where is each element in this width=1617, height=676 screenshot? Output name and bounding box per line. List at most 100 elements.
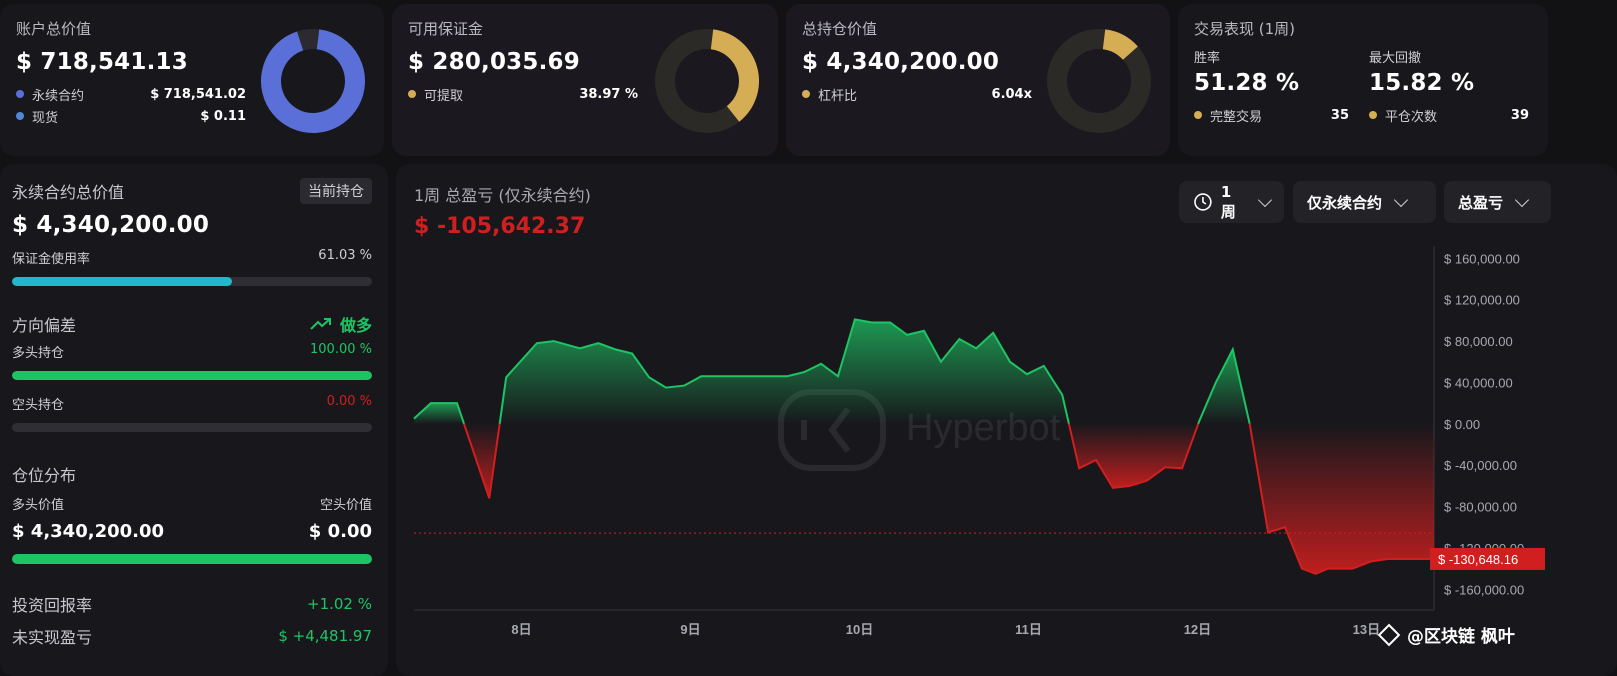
trades-label: 完整交易 [1210,109,1263,125]
x-tick-label: 10日 [846,622,873,637]
trend-up-icon [310,318,331,330]
legend-value: $ 0.11 [200,108,246,124]
upnl-value: $ +4,481.97 [278,627,372,645]
short-position-value: 0.00 % [326,394,372,409]
legend-dot [408,90,416,98]
margin-usage-value: 61.03 % [318,248,372,263]
margin-usage-bar [12,277,372,286]
total-pnl-value: $ -105,642.37 [414,214,586,239]
closes-value: 39 [1510,107,1529,123]
card-title: 总持仓价值 [802,20,878,38]
metric-value: 总盈亏 [1458,193,1504,212]
legend-row: 现货 $ 0.11 [16,105,246,127]
available-margin-card: 可用保证金 $ 280,035.69 可提取 38.97 % [392,4,778,156]
short-value: $ 0.00 [308,521,372,542]
win-rate-value: 51.28 % [1194,70,1300,96]
closes-row: 平仓次数 39 [1369,104,1529,126]
period-dropdown[interactable]: 1周 [1179,181,1284,223]
diamond-logo-icon [1377,623,1401,646]
bias-indicator: 做多 [310,312,372,336]
chart-title: 1周 总盈亏 (仅永续合约) [414,186,591,205]
short-position-bar [12,423,372,432]
margin-donut-chart [655,29,759,133]
pnl-chart-panel: 1周 总盈亏 (仅永续合约) $ -105,642.37 1周 仅永续合约 总盈… [396,164,1617,676]
legend-dot [16,112,24,120]
long-position-fill [12,371,372,380]
position-value-card: 总持仓价值 $ 4,340,200.00 杠杆比 6.04x [786,4,1170,156]
legend-dot [16,90,24,98]
legend-label: 永续合约 [32,88,85,104]
leverage-donut-chart [1047,29,1151,133]
scope-dropdown[interactable]: 仅永续合约 [1293,181,1436,223]
legend-label: 杠杆比 [818,88,858,104]
bias-value: 做多 [339,316,372,335]
pnl-area-chart: Hyperbot $ 160,000.00$ 120,000.00$ 80,00… [413,246,1545,637]
current-value-text: $ -130,648.16 [1438,552,1518,567]
card-title: 交易表现 (1周) [1194,20,1296,38]
margin-usage-label: 保证金使用率 [12,252,91,267]
clock-icon [1194,193,1212,211]
legend-row: 可提取 38.97 % [408,83,638,105]
roi-row: 投资回报率 +1.02 % [12,592,372,616]
metric-dropdown[interactable]: 总盈亏 [1444,181,1551,223]
legend-label: 现货 [32,110,59,126]
long-position-row: 多头持仓 100.00 % [12,342,372,361]
legend-value: 38.97 % [579,86,638,102]
x-tick-label: 12日 [1184,622,1211,637]
card-value: $ 718,541.13 [16,49,188,75]
y-tick-label: $ 80,000.00 [1444,334,1513,349]
max-drawdown-value: 15.82 % [1369,70,1475,96]
perp-title-row: 永续合约总价值 当前持仓 [12,178,372,204]
loss-area [1068,423,1199,488]
margin-usage-row: 保证金使用率 61.03 % [12,248,372,267]
period-value: 1周 [1220,182,1236,221]
long-position-label: 多头持仓 [12,346,65,361]
legend-row: 杠杆比 6.04x [802,83,1032,105]
legend-value: $ 718,541.02 [150,86,246,102]
upnl-label: 未实现盈亏 [12,628,93,647]
legend-row: 永续合约 $ 718,541.02 [16,83,246,105]
legend-dot [1369,111,1377,119]
loss-line [463,423,501,499]
loss-line [1248,423,1434,575]
y-tick-label: $ 160,000.00 [1444,251,1520,266]
trades-value: 35 [1330,107,1349,123]
distribution-values: $ 4,340,200.00 $ 0.00 [12,521,372,542]
donut-arc [261,29,365,133]
roi-label: 投资回报率 [12,596,93,615]
current-value-badge [1430,547,1545,570]
long-position-bar [12,371,372,380]
donut-arc [710,29,759,122]
scope-value: 仅永续合约 [1307,193,1383,212]
current-position-tag[interactable]: 当前持仓 [300,178,372,204]
x-tick-label: 13日 [1353,622,1380,637]
long-value: $ 4,340,200.00 [12,521,165,542]
distribution-fill [12,554,372,564]
current-value-label: $ -130,648.16 [1430,547,1545,570]
account-value-card: 账户总价值 $ 718,541.13 永续合约 $ 718,541.02 现货 $ … [0,4,384,156]
profit-line [498,318,1070,425]
position-summary-panel: 永续合约总价值 当前持仓 $ 4,340,200.00 保证金使用率 61.03… [0,164,388,676]
profit-line [413,402,465,425]
short-position-label: 空头持仓 [12,398,65,413]
max-drawdown-label: 最大回撤 [1369,51,1422,66]
y-tick-label: $ 0.00 [1444,417,1480,432]
source-footer-text: @区块链 枫叶 [1407,627,1515,647]
card-value: $ 4,340,200.00 [802,49,1000,75]
win-rate-label: 胜率 [1194,51,1221,66]
trades-row: 完整交易 35 [1194,104,1369,126]
source-footer: @区块链 枫叶 [1377,622,1515,647]
short-position-row: 空头持仓 0.00 % [12,394,372,413]
short-value-label: 空头价值 [319,498,372,513]
perp-total-value: $ 4,340,200.00 [12,212,210,238]
bias-row: 方向偏差 做多 [12,312,372,336]
y-tick-label: $ -40,000.00 [1444,458,1517,473]
profit-area [499,319,1069,424]
loss-area [464,423,500,499]
roi-value: +1.02 % [307,595,372,613]
x-tick-label: 9日 [680,622,700,637]
performance-card: 交易表现 (1周) 胜率 51.28 % 完整交易 35 最大回撤 15.82 %… [1178,4,1548,156]
perp-total-label: 永续合约总价值 [12,183,125,202]
y-tick-label: $ 120,000.00 [1444,293,1520,308]
distribution-title: 仓位分布 [12,466,77,485]
